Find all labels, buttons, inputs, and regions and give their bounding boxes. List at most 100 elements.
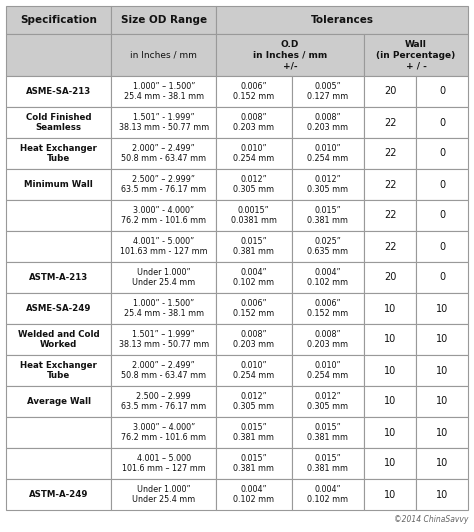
Text: 4.001 – 5.000
101.6 mm – 127 mm: 4.001 – 5.000 101.6 mm – 127 mm <box>122 454 206 473</box>
Bar <box>364 448 416 479</box>
Bar <box>216 479 292 510</box>
Bar <box>292 107 364 138</box>
Bar <box>111 107 216 138</box>
Bar <box>6 417 111 448</box>
Bar <box>6 6 111 34</box>
Text: 0.004”
0.102 mm: 0.004” 0.102 mm <box>233 485 274 504</box>
Bar <box>216 107 292 138</box>
Text: 0.015”
0.381 mm: 0.015” 0.381 mm <box>307 422 348 443</box>
Bar <box>6 107 111 138</box>
Text: 0.0015”
0.0381 mm: 0.0015” 0.0381 mm <box>231 206 277 226</box>
Text: 0.010”
0.254 mm: 0.010” 0.254 mm <box>233 144 274 163</box>
Text: 0: 0 <box>439 211 445 220</box>
Text: Size OD Range: Size OD Range <box>121 15 207 25</box>
Text: 10: 10 <box>384 459 396 469</box>
Bar <box>364 200 416 231</box>
Bar <box>6 138 111 169</box>
Text: 0: 0 <box>439 87 445 96</box>
Bar <box>111 417 216 448</box>
Bar <box>111 293 216 324</box>
Bar <box>216 6 468 34</box>
Bar <box>416 200 468 231</box>
Bar <box>416 138 468 169</box>
Text: ©2014 ChinaSavvy: ©2014 ChinaSavvy <box>393 515 468 524</box>
Bar <box>216 293 292 324</box>
Bar <box>111 200 216 231</box>
Bar <box>416 386 468 417</box>
Bar <box>6 386 111 417</box>
Text: 1.501” – 1.999”
38.13 mm - 50.77 mm: 1.501” – 1.999” 38.13 mm - 50.77 mm <box>118 330 209 350</box>
Bar <box>292 76 364 107</box>
Bar <box>292 138 364 169</box>
Text: 4.001” - 5.000”
101.63 mm - 127 mm: 4.001” - 5.000” 101.63 mm - 127 mm <box>120 237 208 256</box>
Bar <box>364 293 416 324</box>
Text: 0.012”
0.305 mm: 0.012” 0.305 mm <box>233 174 274 194</box>
Bar <box>216 324 292 355</box>
Bar <box>292 355 364 386</box>
Text: 20: 20 <box>384 272 396 282</box>
Text: 0.010”
0.254 mm: 0.010” 0.254 mm <box>233 361 274 380</box>
Bar <box>292 231 364 262</box>
Text: 22: 22 <box>384 179 396 189</box>
Text: 10: 10 <box>436 396 448 406</box>
Text: 0.015”
0.381 mm: 0.015” 0.381 mm <box>307 454 348 473</box>
Text: Under 1.000”
Under 25.4 mm: Under 1.000” Under 25.4 mm <box>132 485 195 504</box>
Text: 22: 22 <box>384 242 396 252</box>
Text: 0: 0 <box>439 272 445 282</box>
Text: Wall
(in Percentage)
+ / -: Wall (in Percentage) + / - <box>376 40 456 70</box>
Bar <box>111 138 216 169</box>
Text: 0.015”
0.381 mm: 0.015” 0.381 mm <box>233 422 274 443</box>
Bar <box>6 324 111 355</box>
Bar <box>216 34 364 76</box>
Bar <box>6 200 111 231</box>
Bar <box>416 293 468 324</box>
Text: 0: 0 <box>439 148 445 159</box>
Text: 0: 0 <box>439 242 445 252</box>
Text: Tolerances: Tolerances <box>310 15 374 25</box>
Bar <box>6 231 111 262</box>
Text: 0.006”
0.152 mm: 0.006” 0.152 mm <box>233 298 274 318</box>
Text: Heat Exchanger
Tube: Heat Exchanger Tube <box>20 144 97 163</box>
Bar <box>6 262 111 293</box>
Bar <box>6 448 111 479</box>
Text: 10: 10 <box>384 428 396 437</box>
Text: 0.008”
0.203 mm: 0.008” 0.203 mm <box>233 330 274 350</box>
Text: Welded and Cold
Worked: Welded and Cold Worked <box>18 330 100 350</box>
Bar <box>6 169 111 200</box>
Text: 1.000” - 1.500”
25.4 mm - 38.1 mm: 1.000” - 1.500” 25.4 mm - 38.1 mm <box>124 298 204 318</box>
Bar <box>111 34 216 76</box>
Text: 2.500” – 2.999”
63.5 mm - 76.17 mm: 2.500” – 2.999” 63.5 mm - 76.17 mm <box>121 174 206 194</box>
Bar <box>216 262 292 293</box>
Bar <box>111 355 216 386</box>
Bar <box>416 355 468 386</box>
Bar <box>416 417 468 448</box>
Text: 10: 10 <box>436 428 448 437</box>
Text: 0.006”
0.152 mm: 0.006” 0.152 mm <box>233 81 274 102</box>
Bar <box>416 107 468 138</box>
Bar <box>292 200 364 231</box>
Text: 1.000” – 1.500”
25.4 mm - 38.1 mm: 1.000” – 1.500” 25.4 mm - 38.1 mm <box>124 81 204 102</box>
Bar <box>6 355 111 386</box>
Text: 22: 22 <box>384 211 396 220</box>
Text: 10: 10 <box>384 396 396 406</box>
Text: 0.004”
0.102 mm: 0.004” 0.102 mm <box>307 268 348 287</box>
Text: 3.000” – 4.000”
76.2 mm - 101.6 mm: 3.000” – 4.000” 76.2 mm - 101.6 mm <box>121 422 206 443</box>
Text: 0.005”
0.127 mm: 0.005” 0.127 mm <box>307 81 348 102</box>
Text: Under 1.000”
Under 25.4 mm: Under 1.000” Under 25.4 mm <box>132 268 195 287</box>
Bar <box>292 293 364 324</box>
Text: 10: 10 <box>436 489 448 500</box>
Bar <box>216 169 292 200</box>
Bar <box>416 76 468 107</box>
Text: 22: 22 <box>384 118 396 128</box>
Text: 0.008”
0.203 mm: 0.008” 0.203 mm <box>307 330 348 350</box>
Text: 10: 10 <box>436 303 448 313</box>
Bar <box>416 169 468 200</box>
Text: 2.000” – 2.499”
50.8 mm - 63.47 mm: 2.000” – 2.499” 50.8 mm - 63.47 mm <box>121 361 206 380</box>
Text: 3.000” - 4.000”
76.2 mm - 101.6 mm: 3.000” - 4.000” 76.2 mm - 101.6 mm <box>121 206 206 226</box>
Text: 0.010”
0.254 mm: 0.010” 0.254 mm <box>307 144 348 163</box>
Text: 0.015”
0.381 mm: 0.015” 0.381 mm <box>233 237 274 256</box>
Bar <box>416 448 468 479</box>
Bar <box>111 324 216 355</box>
Bar <box>364 231 416 262</box>
Text: 10: 10 <box>436 459 448 469</box>
